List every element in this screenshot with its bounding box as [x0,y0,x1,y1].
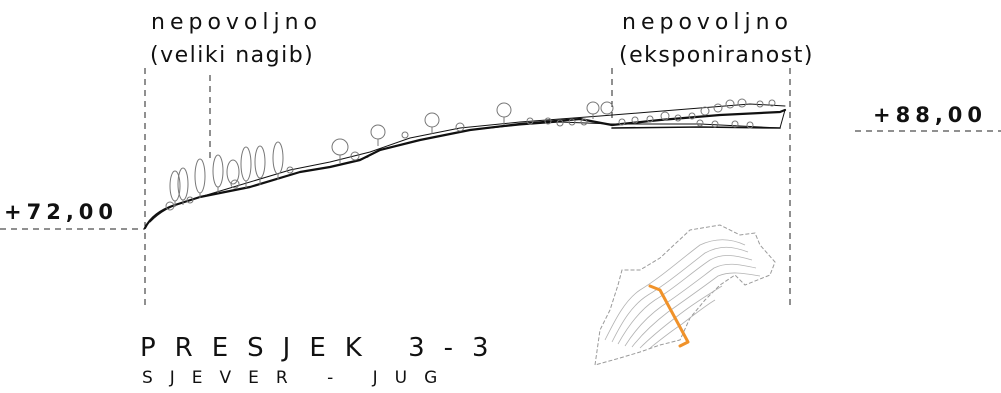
section-title: PRESJEK 3-3 [140,333,508,363]
left-note-line1: nepovoljno [151,10,323,35]
section-marker-line [648,284,690,348]
site-key-map [594,224,776,366]
shrub-icon [165,98,776,211]
tree-cypress-icon [169,141,284,207]
tree-round-icon [331,101,614,163]
terrain-profile [143,103,787,230]
vegetation [165,98,776,211]
section-subtitle: SJEVER - JUG [142,368,455,388]
elevation-right-label: +88,00 [873,103,988,127]
site-contours [604,239,761,349]
elevation-left-label: +72,00 [4,200,119,224]
left-note-line2: (veliki nagib) [150,43,315,68]
right-note-line2: (eksponiranost) [619,43,814,68]
right-note-line1: nepovoljno [622,10,794,35]
